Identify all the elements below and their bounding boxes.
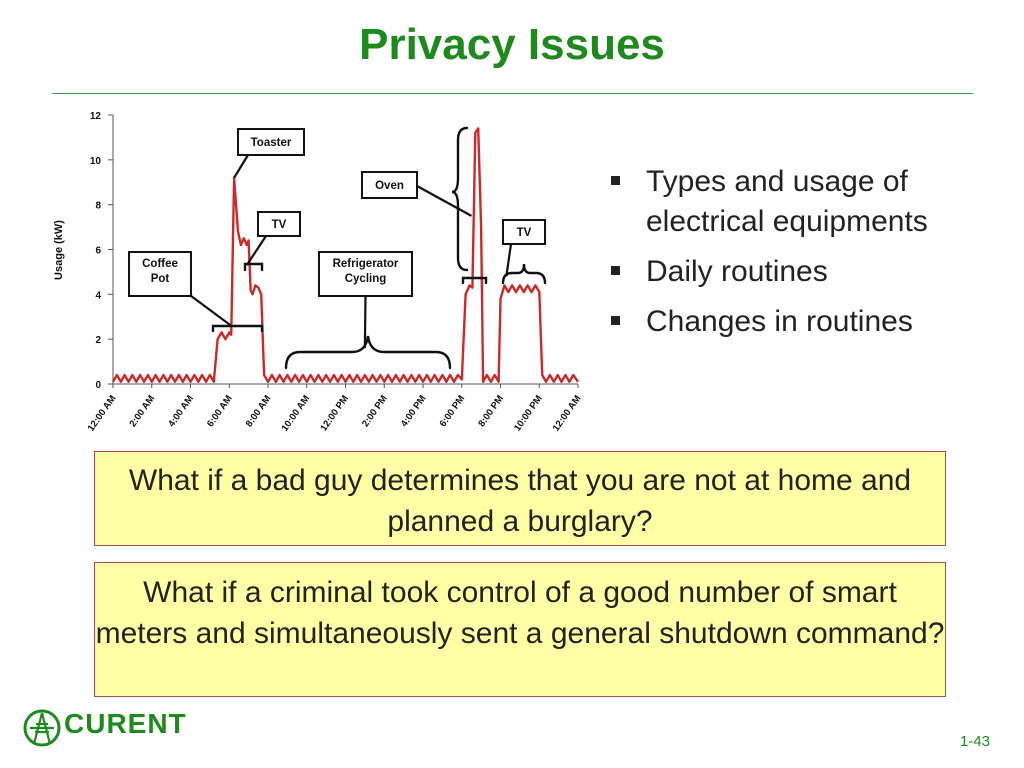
x-tick-label: 4:00 AM	[166, 393, 196, 429]
y-tick-label: 6	[95, 246, 101, 257]
x-tick-label: 10:00 AM	[279, 393, 312, 433]
x-tick-label: 2:00 PM	[360, 393, 390, 429]
annotation-label: Coffee	[142, 258, 178, 270]
x-tick-label: 12:00 AM	[86, 393, 119, 433]
annotation-callout: Oven	[361, 171, 472, 217]
annotation-leader-line	[233, 154, 249, 179]
x-tick-label: 6:00 PM	[438, 393, 468, 429]
question-box-shutdown: What if a criminal took control of a goo…	[94, 562, 946, 697]
chart-annotations: Toaster TV Coffee Pot Refrigerator Cycling Ove…	[128, 126, 547, 370]
annotation-callout: Toaster	[233, 128, 305, 179]
y-tick-label: 0	[95, 380, 101, 391]
annotation-label: TV	[517, 227, 532, 239]
annotation-leader-line	[363, 295, 367, 349]
y-tick-label: 2	[95, 335, 101, 346]
annotation-label: Toaster	[251, 137, 292, 149]
annotation-box	[237, 128, 305, 156]
bullet-text: Changes in routines	[646, 305, 913, 338]
annotation-callout: Coffee Pot	[128, 251, 232, 327]
coffee-pot-bracket	[211, 324, 264, 333]
x-tick-label: 2:00 AM	[128, 393, 158, 429]
refrigerator-brace	[284, 335, 452, 370]
bullet-item: Changes in routines	[608, 302, 1008, 342]
bullet-item: Daily routines	[608, 252, 1008, 292]
annotation-label: Cycling	[345, 273, 387, 285]
x-tick-label: 10:00 PM	[512, 393, 545, 433]
y-tick-label: 12	[90, 111, 102, 122]
page-number: 1-43	[959, 733, 990, 750]
tv-bracket-evening	[501, 263, 547, 285]
annotation-label: TV	[272, 219, 287, 231]
y-tick-label: 10	[90, 156, 102, 167]
bullet-text: Daily routines	[646, 255, 828, 288]
tv-bracket-morning	[243, 262, 264, 272]
question-box-burglary: What if a bad guy determines that you ar…	[94, 451, 946, 546]
square-bullet-icon	[611, 176, 620, 185]
square-bullet-icon	[611, 266, 620, 275]
x-tick-label: 6:00 AM	[205, 393, 235, 429]
y-axis-label: Usage (kW)	[53, 220, 65, 280]
annotation-box	[318, 251, 413, 297]
oven-brace	[451, 126, 469, 272]
annotation-callout: TV	[245, 211, 301, 266]
square-bullet-icon	[611, 316, 620, 325]
annotation-box	[128, 251, 192, 297]
annotation-box	[361, 171, 418, 199]
x-tick-label: 12:00 PM	[318, 393, 351, 433]
annotation-leader-line	[416, 185, 472, 217]
curent-logo-icon	[23, 709, 61, 747]
bullet-text: Types and usage of electrical equipments	[646, 165, 928, 238]
bullet-item: Types and usage of electrical equipments	[608, 162, 1008, 242]
annotation-label: Pot	[151, 273, 170, 285]
usage-series-line	[111, 127, 579, 383]
x-tick-label: 8:00 AM	[244, 393, 274, 429]
x-tick-label: 8:00 PM	[476, 393, 506, 429]
annotation-label: Refrigerator	[333, 258, 399, 270]
annotation-callout: Refrigerator Cycling	[318, 251, 413, 349]
y-tick-label: 8	[95, 201, 101, 212]
annotation-box	[257, 211, 301, 237]
annotation-box	[502, 219, 546, 245]
slide-title: Privacy Issues	[359, 20, 665, 69]
tv-bracket-left	[461, 276, 488, 285]
x-tick-label: 12:00 AM	[551, 393, 584, 433]
logo-wordmark: CURENT	[64, 708, 187, 739]
annotation-leader-line	[245, 235, 267, 266]
title-divider	[52, 93, 973, 94]
annotation-label: Oven	[375, 180, 404, 192]
bullet-list: Types and usage of electrical equipments…	[608, 162, 1008, 352]
energy-usage-chart: 0 2 4 6 8 10 12 12:00 AM 2:00 AM 4:00 AM 6:00 AM 8:…	[53, 111, 584, 434]
y-tick-label: 4	[95, 290, 101, 301]
annotation-leader-line	[505, 243, 513, 277]
annotation-callout: TV	[502, 219, 546, 277]
x-tick-label: 4:00 PM	[399, 393, 429, 429]
